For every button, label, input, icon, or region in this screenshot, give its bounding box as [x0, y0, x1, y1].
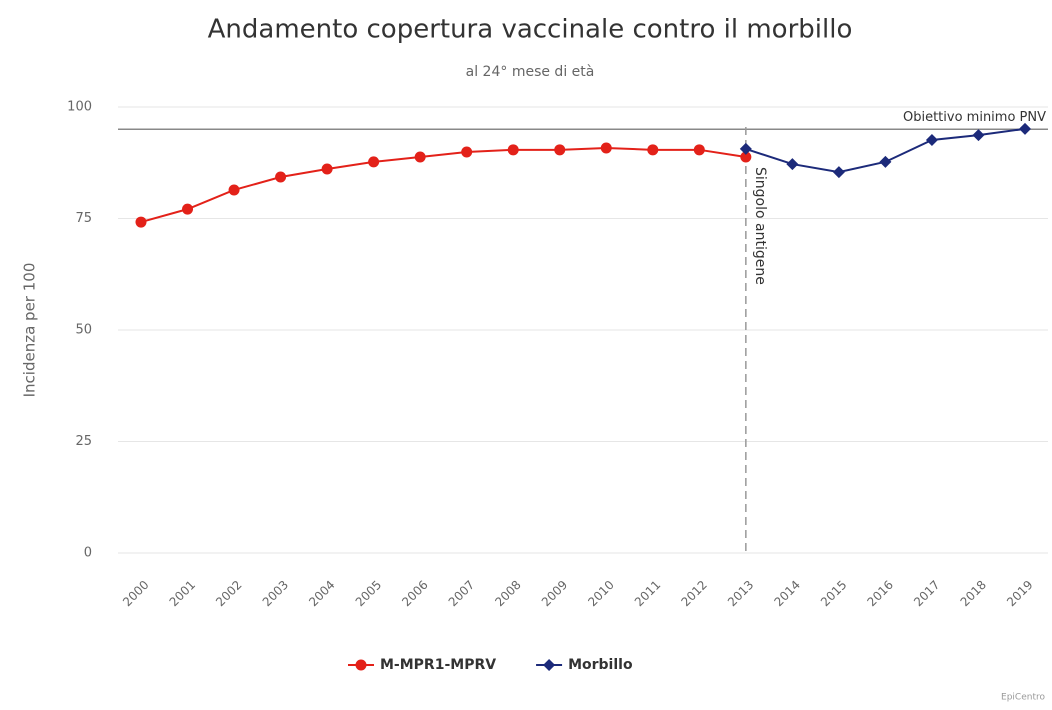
marker — [925, 134, 938, 147]
marker — [693, 144, 705, 156]
x-tick-label: 2019 — [1004, 578, 1035, 609]
credit: EpiCentro — [1001, 693, 1045, 703]
x-tick-label: 2011 — [632, 578, 663, 609]
y-tick-label: 50 — [75, 323, 92, 338]
x-tick-label: 2000 — [120, 578, 151, 609]
marker — [600, 142, 612, 154]
marker — [786, 158, 799, 171]
legend-marker — [543, 659, 556, 671]
marker — [135, 216, 147, 228]
marker — [740, 151, 752, 163]
x-tick-label: 2016 — [865, 578, 896, 609]
x-tick-label: 2005 — [353, 578, 384, 609]
x-tick-label: 2004 — [306, 578, 337, 609]
x-tick-label: 2018 — [958, 578, 989, 609]
marker — [739, 142, 752, 155]
marker — [414, 151, 426, 163]
marker — [647, 144, 659, 156]
x-tick-label: 2017 — [911, 578, 942, 609]
vertical-label: Singolo antigene — [752, 167, 768, 285]
legend-marker — [355, 659, 367, 671]
y-tick-label: 0 — [84, 546, 92, 561]
x-tick-label: 2012 — [678, 578, 709, 609]
series-line — [140, 147, 746, 224]
y-tick-label: 100 — [67, 100, 92, 115]
x-tick-label: 2002 — [213, 578, 244, 609]
reference-label: Obiettivo minimo PNV — [903, 110, 1046, 125]
x-tick-label: 2003 — [260, 578, 291, 609]
chart-title: Andamento copertura vaccinale contro il … — [208, 15, 853, 45]
y-tick-label: 75 — [75, 211, 92, 226]
marker — [972, 129, 985, 142]
marker — [879, 155, 892, 168]
legend-label: Morbillo — [568, 657, 633, 673]
marker — [182, 203, 194, 215]
marker — [832, 166, 845, 179]
y-tick-label: 25 — [75, 434, 92, 449]
x-tick-label: 2007 — [446, 578, 477, 609]
x-tick-label: 2008 — [492, 578, 523, 609]
marker — [507, 144, 519, 156]
marker — [461, 146, 473, 158]
y-axis-title: Incidenza per 100 — [21, 263, 39, 398]
marker — [554, 144, 566, 156]
x-tick-label: 2009 — [539, 578, 570, 609]
legend-label: M-MPR1-MPRV — [380, 657, 496, 673]
marker — [321, 163, 333, 175]
marker — [1019, 122, 1031, 135]
marker — [368, 156, 380, 168]
x-tick-label: 2015 — [818, 578, 849, 609]
x-tick-label: 2013 — [725, 578, 756, 609]
x-tick-label: 2010 — [585, 578, 616, 609]
x-tick-label: 2001 — [167, 578, 198, 609]
marker — [275, 171, 287, 183]
x-tick-label: 2014 — [771, 578, 802, 609]
chart-subtitle: al 24° mese di età — [466, 64, 595, 80]
marker — [228, 184, 240, 196]
x-tick-label: 2006 — [399, 578, 430, 609]
